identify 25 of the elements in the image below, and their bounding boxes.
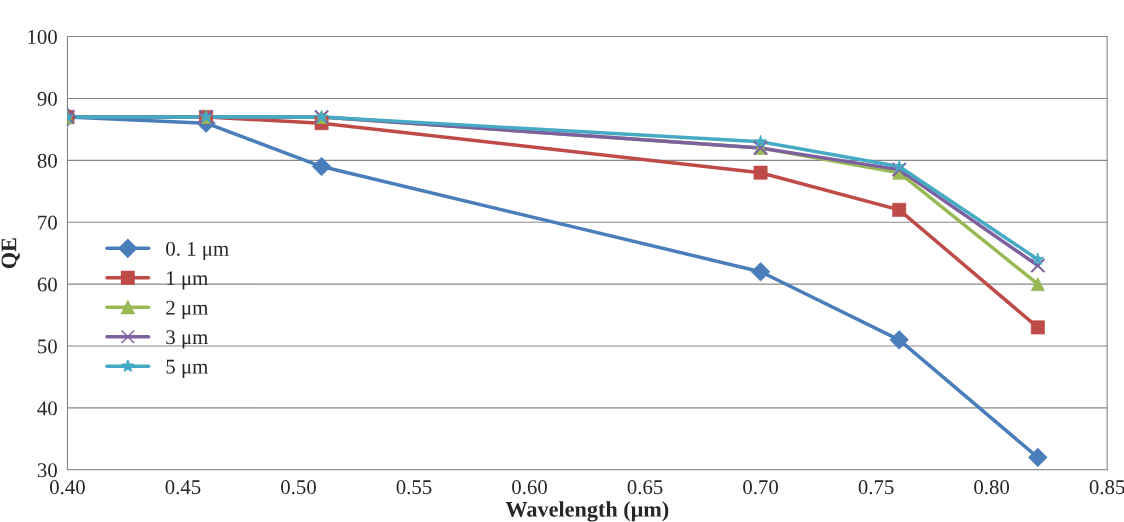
y-tick-label: 50 — [38, 339, 57, 354]
legend-label: 5 μm — [166, 359, 208, 378]
legend-label: 3 μm — [166, 330, 208, 349]
legend-label: 1 μm — [167, 271, 208, 290]
y-tick-label: 90 — [37, 91, 57, 106]
y-tick-label: 100 — [28, 29, 57, 44]
x-tick-label: 0.70 — [743, 480, 779, 495]
x-tick-label: 0.75 — [858, 480, 894, 495]
x-tick-label: 0.50 — [281, 480, 316, 495]
y-tick-label: 30 — [37, 463, 57, 478]
x-tick-label: 0.55 — [396, 480, 432, 495]
legend-label: 0. 1 μm — [166, 241, 229, 261]
x-tick-label: 0.60 — [512, 480, 547, 495]
y-tick-label: 60 — [37, 277, 57, 292]
x-tick-label: 0.40 — [50, 480, 85, 495]
y-tick-label: 70 — [38, 215, 57, 230]
x-tick-label: 0.65 — [627, 480, 663, 495]
x-axis-title: Wavelength (μm) — [505, 501, 669, 522]
x-tick-label: 0.85 — [1089, 480, 1124, 495]
y-tick-label: 80 — [37, 153, 57, 168]
x-tick-label: 0.80 — [974, 480, 1010, 495]
x-tick-label: 0.45 — [165, 480, 201, 495]
y-axis-title: QE — [1, 238, 20, 269]
y-tick-label: 40 — [37, 401, 57, 416]
legend-label: 2 μm — [166, 300, 208, 320]
